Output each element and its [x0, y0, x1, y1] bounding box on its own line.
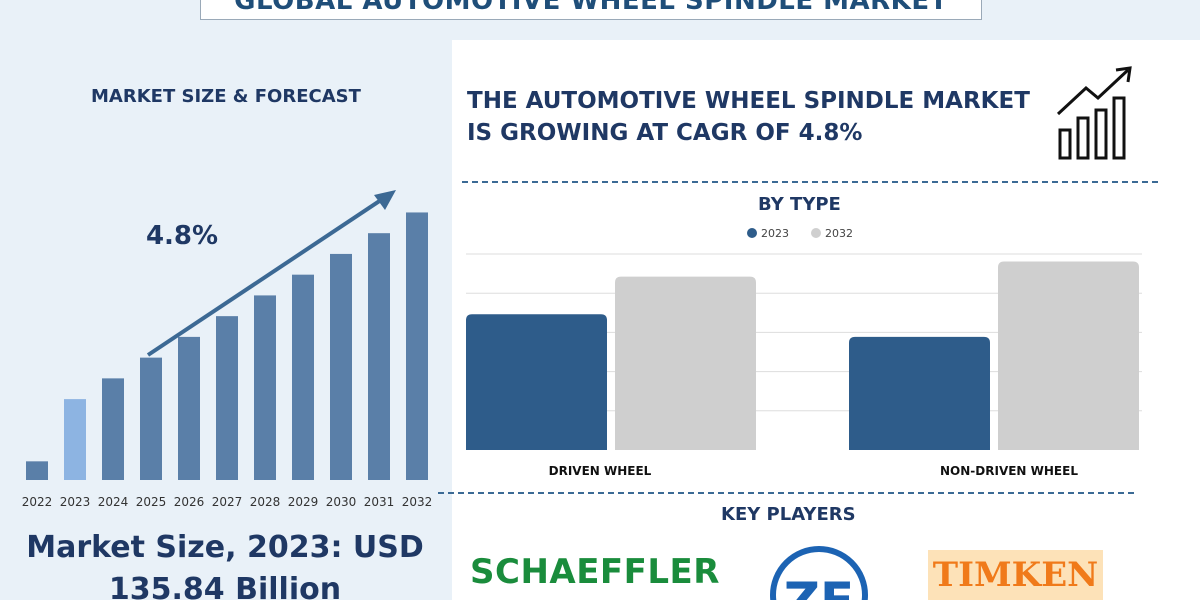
forecast-tick-label: 2031: [364, 495, 395, 509]
schaeffler-logo: SCHAEFFLER: [470, 552, 720, 592]
forecast-bar-2030: [330, 253, 352, 480]
type-bar-2032-1: [998, 261, 1139, 450]
forecast-bar-2032: [406, 212, 428, 480]
divider-bottom: [438, 492, 1134, 494]
forecast-bar-2023: [64, 399, 86, 480]
divider-top: [462, 181, 1158, 183]
forecast-tick-label: 2025: [136, 495, 167, 509]
timken-logo: TIMKEN: [928, 550, 1103, 600]
type-bar-2023-1: [849, 336, 990, 450]
forecast-tick-label: 2026: [174, 495, 205, 509]
forecast-tick-label: 2024: [98, 495, 129, 509]
zf-logo-text: ZF: [784, 572, 854, 600]
legend-label-2032: 2032: [825, 227, 853, 240]
type-panel: THE AUTOMOTIVE WHEEL SPINDLE MARKET IS G…: [438, 40, 1200, 600]
type-category-label: NON-DRIVEN WHEEL: [940, 464, 1078, 478]
forecast-tick-label: 2030: [326, 495, 357, 509]
market-size-text: Market Size, 2023: USD 135.84 Billion: [0, 527, 450, 611]
forecast-tick-label: 2023: [60, 495, 91, 509]
page-title: GLOBAL AUTOMOTIVE WHEEL SPINDLE MARKET: [234, 0, 948, 16]
growth-arrow: [146, 190, 396, 357]
legend-swatch-2032: [811, 228, 821, 238]
forecast-bar-2029: [292, 274, 314, 480]
forecast-tick-label: 2029: [288, 495, 319, 509]
legend-label-2023: 2023: [761, 227, 789, 240]
market-size-heading: MARKET SIZE & FORECAST: [91, 86, 361, 107]
type-bar-2023-0: [466, 314, 607, 450]
key-players-heading: KEY PLAYERS: [721, 504, 856, 525]
legend-swatch-2023: [747, 228, 757, 238]
forecast-bar-2022: [26, 461, 48, 480]
market-size-line2: 135.84 Billion: [108, 572, 342, 607]
forecast-bar-2026: [178, 336, 200, 480]
market-size-line1: Market Size, 2023: USD: [26, 530, 424, 565]
cagr-headline-line2: IS GROWING AT CAGR OF 4.8%: [467, 120, 863, 146]
forecast-tick-label: 2022: [22, 495, 53, 509]
cagr-headline-line1: THE AUTOMOTIVE WHEEL SPINDLE MARKET: [467, 88, 1030, 114]
forecast-bar-2028: [254, 295, 276, 480]
growth-chart-icon: [1056, 66, 1132, 160]
forecast-bar-chart: 2022 2023 2024 2025 2026 2027 2028 2029 2030 2031…: [22, 190, 433, 509]
type-bar-2032-0: [615, 276, 756, 450]
forecast-tick-label: 2028: [250, 495, 281, 509]
by-type-bar-chart: 2023 2032 DRIVEN WHEEL NON-DRIVEN WHEEL: [466, 227, 1142, 478]
forecast-tick-label: 2032: [402, 495, 433, 509]
forecast-bar-2027: [216, 316, 238, 480]
timken-logo-text: TIMKEN: [932, 555, 1099, 595]
cagr-annotation: 4.8%: [146, 221, 218, 251]
by-type-heading: BY TYPE: [758, 194, 841, 215]
forecast-bar-2025: [140, 357, 162, 480]
forecast-bar-2024: [102, 378, 124, 480]
zf-logo: ZF: [770, 546, 868, 600]
page-title-bar: GLOBAL AUTOMOTIVE WHEEL SPINDLE MARKET: [200, 0, 982, 20]
forecast-tick-label: 2027: [212, 495, 243, 509]
forecast-bar-2031: [368, 233, 390, 480]
market-size-panel: MARKET SIZE & FORECAST 2022 2023 2024 2025 2…: [12, 40, 437, 607]
type-category-label: DRIVEN WHEEL: [549, 464, 652, 478]
